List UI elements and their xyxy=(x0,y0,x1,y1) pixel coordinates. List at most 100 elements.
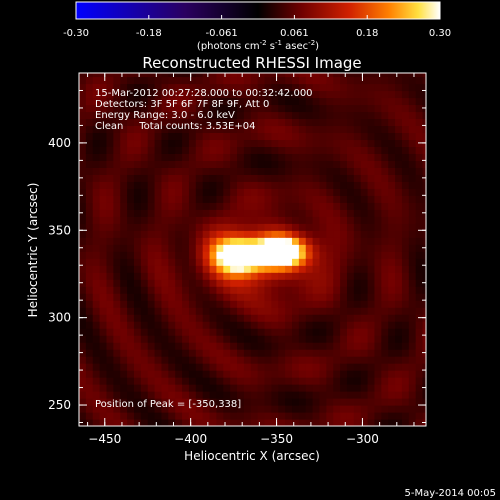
heatmap-cell xyxy=(257,83,266,92)
heatmap-cell xyxy=(360,335,369,343)
heatmap-cell xyxy=(243,370,252,378)
heatmap-cell xyxy=(237,97,245,106)
heatmap-cell xyxy=(278,405,286,413)
heatmap-cell xyxy=(271,104,279,113)
heatmap-cell xyxy=(237,83,245,92)
heatmap-cell xyxy=(99,377,108,385)
heatmap-cell xyxy=(133,251,142,259)
heatmap-cell xyxy=(175,167,183,175)
heatmap-cell xyxy=(360,167,369,175)
heatmap-cell xyxy=(79,73,87,78)
heatmap-cell xyxy=(367,188,376,196)
heatmap-cell xyxy=(209,398,218,406)
heatmap-cell xyxy=(106,237,114,245)
heatmap-cell xyxy=(381,111,389,120)
heatmap-cell xyxy=(85,314,94,322)
heatmap-cell xyxy=(147,223,156,231)
heatmap-cell xyxy=(237,174,245,182)
heatmap-cell xyxy=(319,153,327,161)
heatmap-cell xyxy=(92,398,101,406)
heatmap-cell xyxy=(223,307,231,315)
heatmap-cell xyxy=(374,419,382,426)
heatmap-cell xyxy=(99,300,108,308)
heatmap-cell xyxy=(113,419,121,426)
heatmap-cell xyxy=(202,377,211,385)
heatmap-cell xyxy=(154,223,163,231)
heatmap-cell xyxy=(326,125,334,134)
heatmap-cell xyxy=(106,76,114,85)
heatmap-cell xyxy=(271,230,279,238)
heatmap-cell xyxy=(360,146,369,154)
heatmap-cell xyxy=(271,188,279,196)
heatmap-cell xyxy=(216,174,224,182)
heatmap-cell xyxy=(175,251,183,259)
heatmap-cell xyxy=(257,174,266,182)
heatmap-cell xyxy=(92,244,101,252)
heatmap-cell xyxy=(285,111,293,120)
heatmap-cell xyxy=(133,244,142,252)
heatmap-cell xyxy=(99,279,108,287)
heatmap-cell xyxy=(182,342,190,350)
heatmap-cell xyxy=(312,97,321,106)
heatmap-cell xyxy=(422,412,426,420)
heatmap-cell xyxy=(395,223,403,231)
heatmap-cell xyxy=(188,314,197,322)
heatmap-cell xyxy=(106,251,114,259)
heatmap-cell xyxy=(340,370,348,378)
heatmap-cell xyxy=(250,146,259,154)
heatmap-cell xyxy=(278,83,286,92)
heatmap-cell xyxy=(133,132,142,141)
heatmap-cell xyxy=(188,73,197,78)
heatmap-cell xyxy=(415,244,424,252)
heatmap-cell xyxy=(278,223,286,231)
heatmap-cell xyxy=(127,139,135,147)
heatmap-cell xyxy=(264,125,272,134)
heatmap-cell xyxy=(415,223,424,231)
heatmap-cell xyxy=(223,405,231,413)
heatmap-cell xyxy=(257,272,266,280)
heatmap-cell xyxy=(120,349,128,357)
heatmap-cell xyxy=(92,293,101,301)
heatmap-cell xyxy=(305,300,314,308)
annotation-time-range: 15-Mar-2012 00:27:28.000 to 00:32:42.000 xyxy=(95,88,313,99)
heatmap-cell xyxy=(120,335,128,343)
heatmap-cell xyxy=(147,118,156,127)
heatmap-cell xyxy=(333,111,341,120)
heatmap-cell xyxy=(333,391,341,399)
heatmap-cell xyxy=(340,293,348,301)
heatmap-cell xyxy=(408,237,417,245)
heatmap-cell xyxy=(353,73,362,78)
heatmap-cell xyxy=(140,195,149,203)
heatmap-cell xyxy=(292,251,300,259)
heatmap-cell xyxy=(312,160,321,168)
heatmap-cell xyxy=(250,181,259,189)
heatmap-cell xyxy=(175,419,183,426)
heatmap-cell xyxy=(195,146,204,154)
heatmap-cell xyxy=(195,139,204,147)
heatmap-cell xyxy=(388,405,396,413)
heatmap-cell xyxy=(408,293,417,301)
heatmap-cell xyxy=(292,384,300,392)
heatmap-cell xyxy=(147,83,156,92)
heatmap-cell xyxy=(113,188,121,196)
heatmap-cell xyxy=(257,230,266,238)
heatmap-cell xyxy=(401,104,410,113)
heatmap-cell xyxy=(333,384,341,392)
annotation-block: 15-Mar-2012 00:27:28.000 to 00:32:42.000… xyxy=(95,88,313,132)
heatmap-cell xyxy=(154,258,163,266)
heatmap-cell xyxy=(140,391,149,399)
heatmap-cell xyxy=(395,272,403,280)
heatmap-cell xyxy=(271,412,279,420)
heatmap-cell xyxy=(312,321,321,329)
heatmap-cell xyxy=(99,293,108,301)
heatmap-cell xyxy=(133,335,142,343)
heatmap-cell xyxy=(250,90,259,99)
heatmap-cell xyxy=(209,230,218,238)
heatmap-cell xyxy=(202,223,211,231)
heatmap-cell xyxy=(161,230,169,238)
heatmap-cell xyxy=(326,300,334,308)
heatmap-cell xyxy=(388,279,396,287)
heatmap-cell xyxy=(292,412,300,420)
heatmap-cell xyxy=(360,391,369,399)
heatmap-cell xyxy=(250,76,259,85)
